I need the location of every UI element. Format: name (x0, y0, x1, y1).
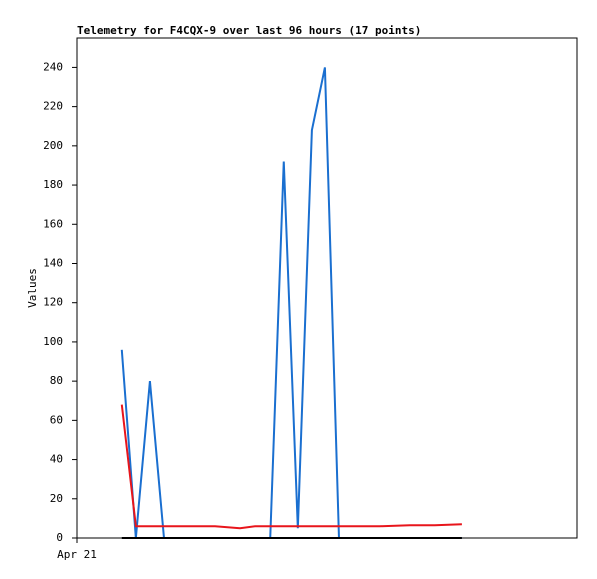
y-tick-label: 160 (43, 217, 63, 230)
y-tick-label: 220 (43, 100, 63, 113)
y-tick-label: 240 (43, 60, 63, 73)
y-tick-label: 200 (43, 139, 63, 152)
y-tick-label: 120 (43, 296, 63, 309)
y-tick-label: 100 (43, 335, 63, 348)
y-axis-label: Values (26, 268, 39, 308)
y-tick-label: 80 (50, 374, 63, 387)
data-line (120, 67, 462, 539)
y-tick-label: 0 (56, 531, 63, 544)
y-tick-label: 40 (50, 453, 63, 466)
data-line (120, 404, 462, 530)
y-tick-label: 60 (50, 413, 63, 426)
x-tick-label: Apr 21 (57, 548, 97, 561)
y-tick-label: 140 (43, 256, 63, 269)
y-tick-label: 180 (43, 178, 63, 191)
y-tick-label: 20 (50, 492, 63, 505)
chart-title: Telemetry for F4CQX-9 over last 96 hours… (77, 24, 421, 37)
